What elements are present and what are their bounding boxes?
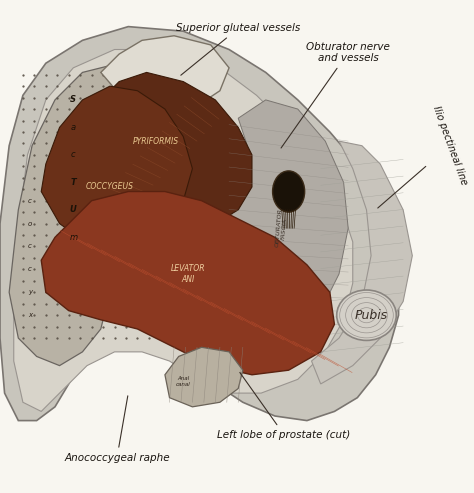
Text: Anococcygeal raphe: Anococcygeal raphe: [64, 396, 170, 462]
Text: x: x: [27, 312, 32, 318]
Text: c: c: [28, 198, 32, 204]
Polygon shape: [220, 100, 348, 352]
Text: c: c: [71, 150, 76, 159]
Polygon shape: [9, 63, 174, 366]
Polygon shape: [91, 72, 252, 228]
Text: OBTURATOR
FASCIA: OBTURATOR FASCIA: [274, 209, 289, 248]
Text: T: T: [71, 178, 76, 187]
Text: Ilio pectineal line: Ilio pectineal line: [378, 105, 469, 208]
Text: U: U: [70, 206, 77, 214]
Polygon shape: [41, 191, 335, 375]
Text: Pubis: Pubis: [355, 309, 388, 322]
Text: Obturator nerve
and vessels: Obturator nerve and vessels: [281, 41, 390, 148]
Text: m: m: [69, 233, 77, 242]
Text: PYRIFORMIS: PYRIFORMIS: [133, 137, 179, 145]
Polygon shape: [165, 347, 243, 407]
Text: Superior gluteal vessels: Superior gluteal vessels: [176, 24, 301, 75]
Text: S: S: [70, 96, 76, 105]
Polygon shape: [14, 49, 353, 412]
Ellipse shape: [273, 171, 305, 212]
Polygon shape: [0, 27, 399, 421]
Text: c: c: [28, 244, 32, 249]
Text: c: c: [28, 266, 32, 273]
Text: LEVATOR
ANI: LEVATOR ANI: [171, 264, 205, 283]
Polygon shape: [101, 36, 229, 114]
Polygon shape: [41, 86, 192, 246]
Text: o: o: [27, 220, 32, 227]
Text: Left lobe of prostate (cut): Left lobe of prostate (cut): [218, 372, 351, 440]
Ellipse shape: [337, 290, 396, 340]
Text: y: y: [27, 289, 32, 295]
Text: COCCYGEUS: COCCYGEUS: [86, 182, 134, 191]
Polygon shape: [311, 141, 412, 384]
Text: a: a: [71, 123, 76, 132]
Text: Anal
canal: Anal canal: [176, 376, 191, 387]
